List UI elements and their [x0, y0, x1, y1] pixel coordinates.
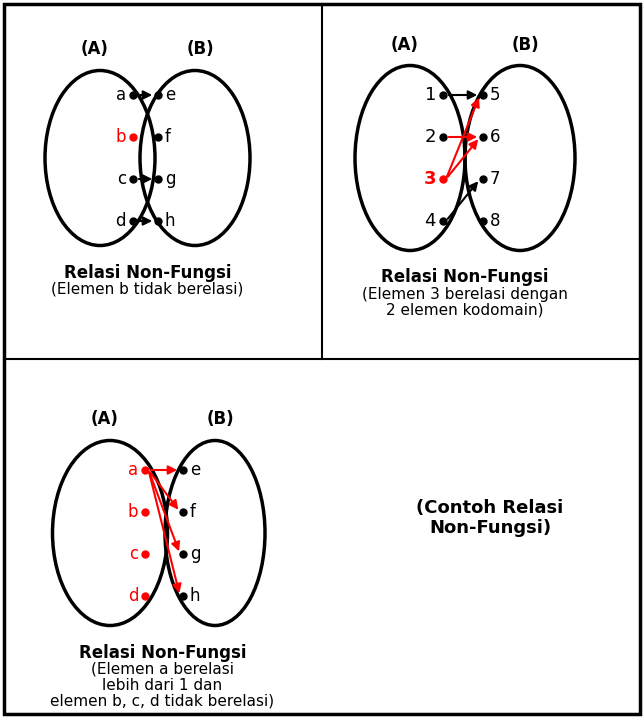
Text: (Elemen a berelasi: (Elemen a berelasi: [91, 661, 234, 676]
Text: (A): (A): [81, 40, 109, 58]
Text: 8: 8: [490, 212, 500, 230]
FancyBboxPatch shape: [4, 4, 640, 714]
Text: d: d: [128, 587, 138, 605]
Text: (Elemen b tidak berelasi): (Elemen b tidak berelasi): [52, 281, 243, 297]
Text: c: c: [129, 545, 138, 563]
Text: (Contoh Relasi
Non-Fungsi): (Contoh Relasi Non-Fungsi): [417, 498, 564, 537]
Text: e: e: [165, 86, 175, 104]
Text: 2 elemen kodomain): 2 elemen kodomain): [386, 302, 544, 317]
Text: (B): (B): [186, 40, 214, 58]
Text: (A): (A): [91, 411, 119, 429]
Text: Relasi Non-Fungsi: Relasi Non-Fungsi: [64, 264, 231, 281]
Text: lebih dari 1 dan: lebih dari 1 dan: [102, 678, 223, 692]
Text: a: a: [128, 461, 138, 479]
Text: g: g: [190, 545, 200, 563]
Text: g: g: [165, 170, 176, 188]
Text: 4: 4: [424, 212, 436, 230]
Text: f: f: [165, 128, 171, 146]
Text: (Elemen 3 berelasi dengan: (Elemen 3 berelasi dengan: [362, 286, 568, 302]
Text: e: e: [190, 461, 200, 479]
Text: 2: 2: [424, 128, 436, 146]
Text: a: a: [116, 86, 126, 104]
Text: 1: 1: [424, 86, 436, 104]
Text: f: f: [190, 503, 196, 521]
Text: 3: 3: [424, 170, 436, 188]
Text: (B): (B): [511, 35, 539, 54]
Text: 7: 7: [490, 170, 500, 188]
Text: Relasi Non-Fungsi: Relasi Non-Fungsi: [79, 643, 246, 661]
Text: Relasi Non-Fungsi: Relasi Non-Fungsi: [381, 269, 549, 286]
Text: 5: 5: [490, 86, 500, 104]
Text: (A): (A): [391, 35, 419, 54]
Text: d: d: [115, 212, 126, 230]
Text: h: h: [165, 212, 176, 230]
Text: (B): (B): [206, 411, 234, 429]
Text: h: h: [190, 587, 200, 605]
Text: b: b: [115, 128, 126, 146]
Text: elemen b, c, d tidak berelasi): elemen b, c, d tidak berelasi): [50, 694, 274, 709]
Text: c: c: [117, 170, 126, 188]
Text: 6: 6: [490, 128, 500, 146]
Text: b: b: [128, 503, 138, 521]
